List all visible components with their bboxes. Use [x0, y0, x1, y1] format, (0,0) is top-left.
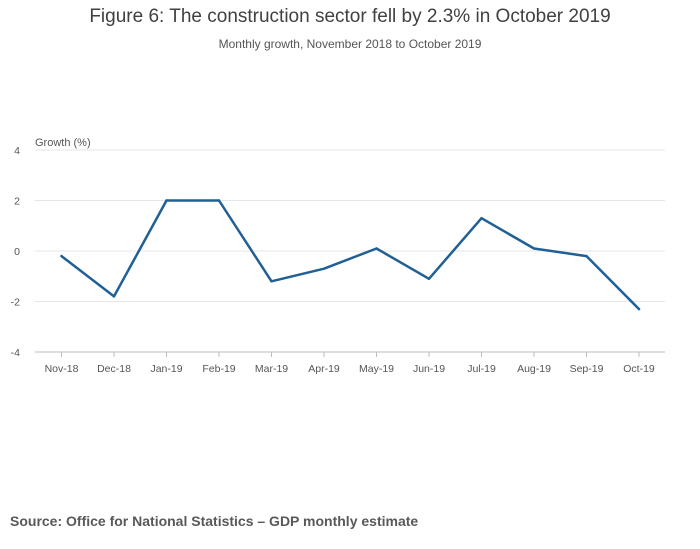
y-axis-label: Growth (%) — [35, 137, 91, 149]
y-tick-label: -4 — [11, 347, 20, 359]
y-tick-label: -2 — [11, 297, 20, 309]
data-point[interactable] — [427, 277, 431, 280]
y-tick-label: 0 — [14, 246, 20, 258]
chart-subtitle: Monthly growth, November 2018 to October… — [218, 37, 482, 51]
y-tick-label: 4 — [14, 145, 20, 157]
data-point[interactable] — [322, 267, 326, 270]
x-tick-label: Oct-19 — [623, 363, 655, 375]
x-tick-label: Sep-19 — [570, 363, 604, 375]
data-point[interactable] — [532, 247, 536, 250]
chart-title: Figure 6: The construction sector fell b… — [89, 6, 611, 27]
x-tick-label: Jun-19 — [413, 363, 445, 375]
x-tick-label: Aug-19 — [517, 363, 551, 375]
x-tick-label: Nov-18 — [45, 363, 79, 375]
x-tick-label: Feb-19 — [202, 363, 235, 375]
data-point[interactable] — [375, 247, 378, 250]
x-tick-label: Jul-19 — [467, 363, 496, 375]
data-point[interactable] — [112, 295, 116, 298]
data-point[interactable] — [270, 280, 273, 283]
series-line-0 — [60, 199, 641, 311]
data-point[interactable] — [217, 199, 221, 202]
x-tick-label: Apr-19 — [308, 363, 340, 375]
data-point[interactable] — [165, 199, 168, 202]
x-tick-label: Mar-19 — [255, 363, 288, 375]
data-point[interactable] — [637, 307, 641, 311]
x-tick-label: May-19 — [359, 363, 394, 375]
y-tick-label: 2 — [14, 196, 20, 208]
x-tick-label: Jan-19 — [150, 363, 182, 375]
x-tick-label: Dec-18 — [97, 363, 131, 375]
data-point[interactable] — [60, 254, 63, 258]
source-note: Source: Office for National Statistics –… — [10, 513, 419, 529]
data-point[interactable] — [585, 254, 588, 258]
data-point[interactable] — [480, 216, 483, 220]
